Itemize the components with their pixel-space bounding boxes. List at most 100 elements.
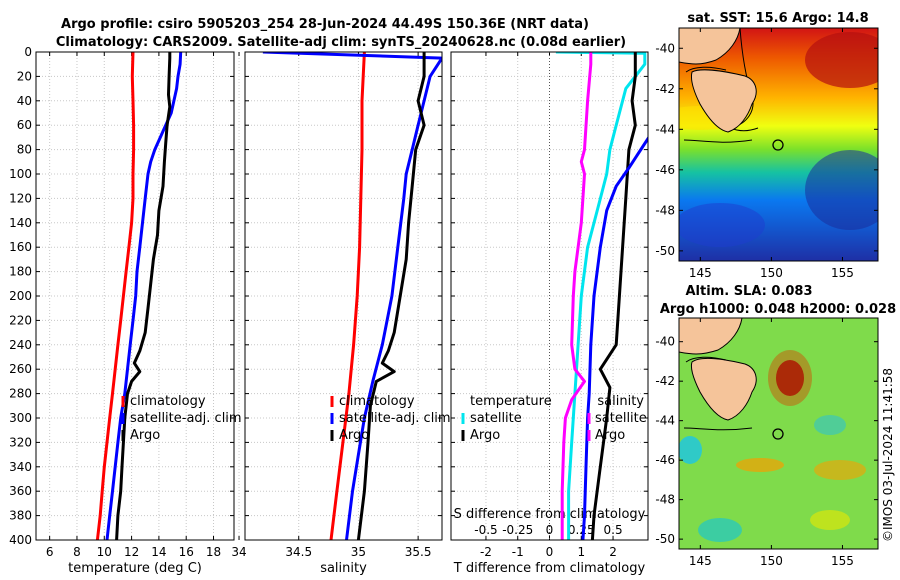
y-tick-label: 220 — [9, 313, 32, 327]
top-tick-label: 0.25 — [568, 523, 595, 537]
map-y-tick-label: -42 — [655, 82, 675, 96]
sst-warm-patch — [805, 32, 878, 88]
series-group — [555, 52, 648, 540]
map-y-tick-label: -46 — [655, 453, 675, 467]
y-tick-label: 120 — [9, 191, 32, 205]
y-tick-label: 260 — [9, 362, 32, 376]
figure-title-line2: Climatology: CARS2009. Satellite-adj cli… — [56, 35, 626, 50]
plot-frame — [244, 51, 443, 541]
sla-high-anomaly — [776, 360, 804, 396]
x-tick-label: -1 — [512, 545, 524, 559]
x-tick-label: 0 — [546, 545, 554, 559]
series-line-satellite-adj-clim — [262, 52, 442, 540]
sla-low-anomaly — [679, 436, 702, 464]
series-line-s-satellite — [581, 135, 648, 540]
x-tick-label: 35 — [351, 545, 366, 559]
map-x-tick-label: 155 — [831, 554, 854, 568]
y-tick-label: 40 — [17, 94, 32, 108]
map-y-tick-label: -42 — [655, 374, 675, 388]
sla-high-halo — [768, 350, 812, 406]
x-tick-label: 34.5 — [285, 545, 312, 559]
x-tick-label: 6 — [46, 545, 54, 559]
y-tick-label: 400 — [9, 533, 32, 547]
x-tick-label: 10 — [97, 545, 112, 559]
legend-label-s-satellite: satellite — [595, 411, 647, 426]
map-y-tick-label: -50 — [655, 244, 675, 258]
sla-warm-band-2 — [814, 460, 866, 480]
sla-low-anomaly-2 — [814, 415, 846, 435]
x-axis-label: salinity — [320, 561, 367, 576]
plot-frame — [35, 51, 235, 541]
map-y-tick-label: -50 — [655, 532, 675, 546]
sla-map-frame — [678, 317, 879, 550]
sla-tasmania-land — [691, 357, 757, 421]
y-tick-label: 100 — [9, 167, 32, 181]
legend-label-t-satellite: satellite — [470, 411, 522, 426]
series-line-s-argo — [560, 52, 593, 540]
sst-coastline — [728, 28, 759, 132]
x-tick-label: 35.5 — [405, 545, 432, 559]
legend-label-climatology: climatology — [130, 394, 206, 409]
sla-map-axes: -40 -42 -44 -46 -48 -50 145 150 155 — [655, 318, 878, 568]
sla-map: Altim. SLA: 0.083 Argo h1000: 0.048 h200… — [655, 284, 896, 568]
sst-map-title: sat. SST: 15.6 Argo: 14.8 — [687, 11, 868, 26]
y-tick-label: 200 — [9, 289, 32, 303]
series-line-climatology — [329, 52, 366, 540]
plot-area — [245, 52, 442, 540]
legend-label-t-argo: Argo — [470, 428, 500, 443]
x-tick-label: 2 — [609, 545, 617, 559]
temperature-legend: climatology satellite-adj. clim Argo — [121, 394, 242, 443]
y-tick-label: 280 — [9, 387, 32, 401]
map-y-tick-label: -40 — [655, 335, 675, 349]
map-y-tick-label: -44 — [655, 414, 675, 428]
legend-label-argo: Argo — [339, 428, 369, 443]
map-y-tick-label: -48 — [655, 203, 675, 217]
top-tick-label: 0 — [546, 523, 554, 537]
sla-low-anomaly-3 — [698, 518, 742, 542]
credit-stamp: ©IMOS 03-Jul-2024 11:41:58 — [881, 368, 895, 542]
sst-argo-marker — [772, 139, 784, 151]
sst-map: sat. SST: 15.6 Argo: 14.8 -40-42-44-46-4… — [655, 11, 879, 280]
sla-map-title-line2: Argo h1000: 0.048 h2000: 0.028 — [660, 302, 896, 317]
sla-yellow-patch — [810, 510, 850, 530]
y-tick-label: 160 — [9, 240, 32, 254]
top-tick-label: 0.5 — [604, 523, 623, 537]
y-tick-label: 300 — [9, 411, 32, 425]
legend-title-salinity: salinity — [597, 394, 644, 409]
sla-field — [679, 318, 878, 549]
sst-tasmania-land — [691, 69, 757, 133]
top-axis-label: S difference from climatology — [454, 507, 646, 522]
map-x-tick-label: 145 — [689, 554, 712, 568]
plot-frame — [450, 51, 649, 541]
sst-bathymetry-contour — [683, 66, 753, 143]
legend-label-argo: Argo — [130, 428, 160, 443]
y-tick-label: 140 — [9, 216, 32, 230]
y-tick-label: 340 — [9, 460, 32, 474]
map-x-tick-label: 150 — [760, 266, 783, 280]
temperature-panel: 0 20 40 60 80 100 120 140 160 180 200 220 240 260 280 3… — [9, 45, 235, 576]
y-tick-label: 60 — [17, 118, 32, 132]
sla-mainland-land — [679, 318, 743, 355]
map-y-tick-label: -44 — [655, 122, 675, 136]
sst-cold-patch-2 — [679, 203, 765, 247]
top-tick-label: -0.5 — [474, 523, 497, 537]
x-tick-label: 34 — [231, 545, 246, 559]
sst-map-axes: -40 -42 -44 -46 -48 -50 145 150 155 — [655, 28, 878, 280]
x-tick-label: 12 — [124, 545, 139, 559]
legend-label-s-argo: Argo — [595, 428, 625, 443]
y-tick-label: 380 — [9, 509, 32, 523]
x-tick-label: -2 — [480, 545, 492, 559]
series-line-climatology — [95, 52, 136, 540]
figure-title-line1: Argo profile: csiro 5905203_254 28-Jun-2… — [61, 17, 589, 32]
sla-argo-marker — [772, 428, 784, 440]
sst-cold-patch — [805, 150, 878, 230]
x-tick-label: 14 — [151, 545, 166, 559]
y-tick-label: 80 — [17, 143, 32, 157]
x-axis-label: temperature (deg C) — [68, 561, 202, 576]
y-tick-label: 240 — [9, 338, 32, 352]
map-y-tick-label: -48 — [655, 493, 675, 507]
series-group — [262, 52, 442, 540]
x-tick-label: 1 — [577, 545, 585, 559]
map-x-tick-label: 155 — [831, 266, 854, 280]
